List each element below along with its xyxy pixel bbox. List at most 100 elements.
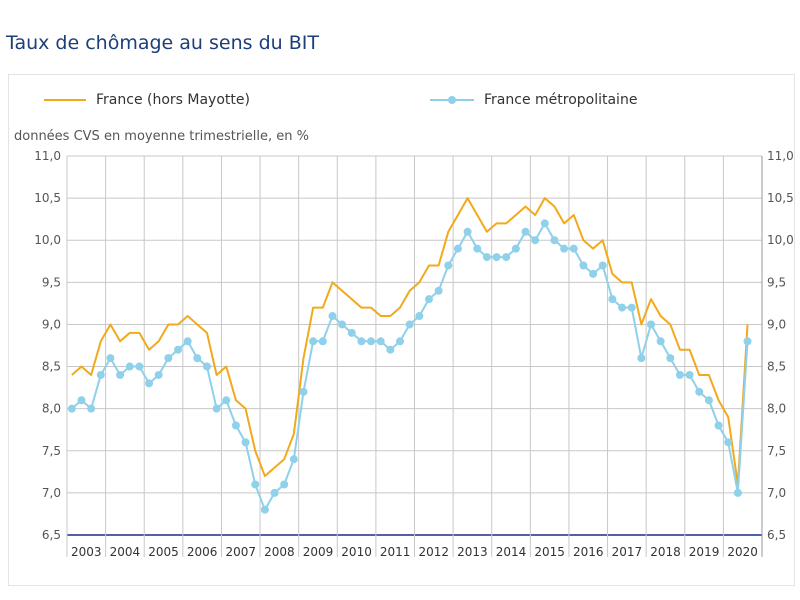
y-tick-label-left: 8,0 [42, 402, 61, 416]
y-tick-label-right: 9,5 [767, 275, 786, 289]
data-point [164, 354, 173, 363]
data-point [328, 312, 337, 321]
data-point [714, 421, 723, 430]
data-point [77, 396, 86, 405]
data-point [598, 261, 607, 270]
data-point [309, 337, 318, 346]
y-tick-label-right: 8,0 [767, 402, 786, 416]
x-tick-label: 2016 [573, 545, 604, 559]
legend-label: France (hors Mayotte) [96, 92, 250, 108]
data-point [637, 354, 646, 363]
data-point [67, 404, 76, 413]
data-point [415, 312, 424, 321]
y-tick-label-right: 10,0 [767, 233, 794, 247]
data-point [376, 337, 385, 346]
y-tick-label-right: 11,0 [767, 149, 794, 163]
legend-line-icon [44, 99, 86, 101]
data-point [685, 370, 694, 379]
data-point [675, 370, 684, 379]
x-tick-label: 2019 [689, 545, 720, 559]
y-tick-label-right: 7,5 [767, 444, 786, 458]
x-tick-label: 2011 [380, 545, 411, 559]
data-point [560, 244, 569, 253]
x-tick-label: 2010 [341, 545, 372, 559]
data-point [695, 387, 704, 396]
y-tick-label-left: 7,5 [42, 444, 61, 458]
data-point [270, 488, 279, 497]
series-line-0 [71, 197, 749, 486]
data-point [434, 286, 443, 295]
data-point [212, 404, 221, 413]
y-tick-label-left: 9,0 [42, 317, 61, 331]
data-point [318, 337, 327, 346]
data-point [193, 354, 202, 363]
x-tick-label: 2004 [110, 545, 141, 559]
chart-subtitle: données CVS en moyenne trimestrielle, en… [14, 129, 309, 144]
data-point [704, 396, 713, 405]
x-tick-label: 2014 [496, 545, 527, 559]
y-tick-label-right: 6,5 [767, 528, 786, 542]
data-point [154, 370, 163, 379]
x-tick-label: 2005 [148, 545, 179, 559]
data-point [724, 438, 733, 447]
data-point [463, 227, 472, 236]
data-point [511, 244, 520, 253]
data-point [222, 396, 231, 405]
data-point [656, 337, 665, 346]
data-point [743, 337, 752, 346]
data-point [521, 227, 530, 236]
legend-item-france: France (hors Mayotte) [44, 92, 250, 108]
data-point [646, 320, 655, 329]
data-point [502, 253, 511, 262]
y-tick-label-right: 9,0 [767, 317, 786, 331]
y-tick-label-left: 9,5 [42, 275, 61, 289]
data-point [135, 362, 144, 371]
x-tick-label: 2012 [419, 545, 450, 559]
data-point [733, 488, 742, 497]
x-tick-label: 2009 [303, 545, 334, 559]
data-point [666, 354, 675, 363]
x-tick-label: 2003 [71, 545, 102, 559]
data-point [174, 345, 183, 354]
y-tick-label-left: 11,0 [34, 149, 61, 163]
data-point [589, 269, 598, 278]
y-tick-label-left: 10,5 [34, 191, 61, 205]
data-point [106, 354, 115, 363]
data-point [579, 261, 588, 270]
x-tick-label: 2017 [612, 545, 643, 559]
y-tick-label-left: 8,5 [42, 360, 61, 374]
data-point [444, 261, 453, 270]
data-point [347, 328, 356, 337]
legend-label: France métropolitaine [484, 92, 638, 108]
data-point [183, 337, 192, 346]
data-point [260, 505, 269, 514]
data-point [618, 303, 627, 312]
data-point [424, 295, 433, 304]
data-point [202, 362, 211, 371]
data-point [531, 236, 540, 245]
x-tick-label: 2006 [187, 545, 218, 559]
x-tick-label: 2020 [727, 545, 758, 559]
data-point [280, 480, 289, 489]
data-point [289, 455, 298, 464]
data-point [87, 404, 96, 413]
data-point [125, 362, 134, 371]
data-point [96, 370, 105, 379]
data-point [357, 337, 366, 346]
x-tick-label: 2015 [534, 545, 565, 559]
legend-marker-line-icon [430, 96, 474, 104]
x-tick-label: 2008 [264, 545, 295, 559]
data-point [482, 253, 491, 262]
chart-title: Taux de chômage au sens du BIT [6, 32, 319, 54]
data-point [299, 387, 308, 396]
chart-panel [8, 74, 795, 586]
data-point [569, 244, 578, 253]
data-point [145, 379, 154, 388]
y-tick-label-right: 7,0 [767, 486, 786, 500]
data-point [540, 219, 549, 228]
y-tick-label-right: 8,5 [767, 360, 786, 374]
data-point [627, 303, 636, 312]
y-tick-label-left: 7,0 [42, 486, 61, 500]
x-tick-label: 2018 [650, 545, 681, 559]
